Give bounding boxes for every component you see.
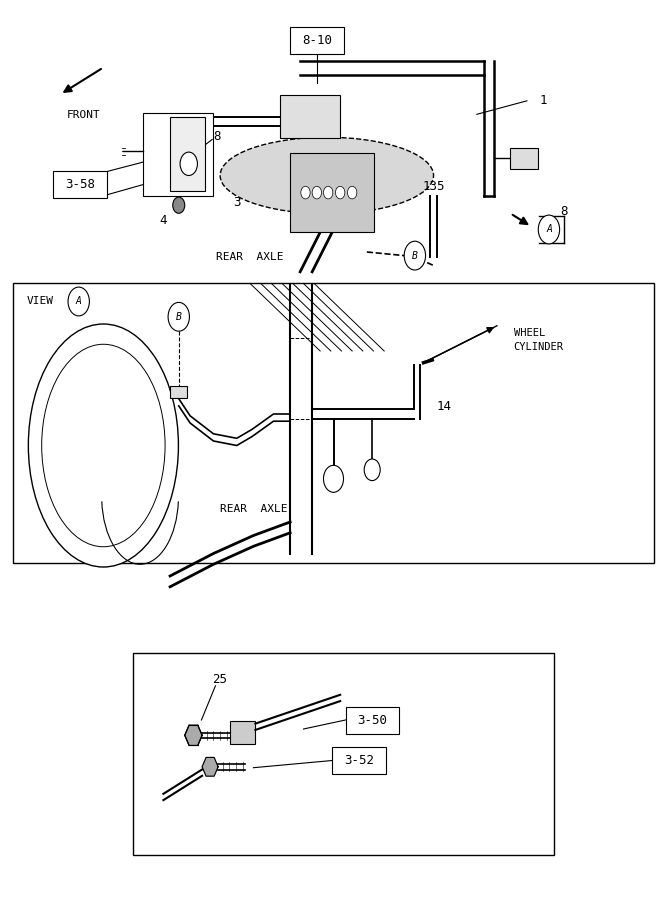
Text: 14: 14 <box>436 400 451 413</box>
Text: WHEEL
CYLINDER: WHEEL CYLINDER <box>514 328 564 352</box>
Circle shape <box>312 186 321 199</box>
Text: REAR  AXLE: REAR AXLE <box>219 503 287 514</box>
FancyBboxPatch shape <box>332 747 386 774</box>
Circle shape <box>348 186 357 199</box>
Text: 3-52: 3-52 <box>344 754 374 767</box>
Bar <box>230 721 255 744</box>
Text: 1: 1 <box>540 94 548 107</box>
Text: 3-50: 3-50 <box>358 714 387 726</box>
Circle shape <box>364 459 380 481</box>
Bar <box>290 153 374 232</box>
Text: 4: 4 <box>159 214 167 227</box>
Circle shape <box>173 197 185 213</box>
Ellipse shape <box>41 344 165 546</box>
Text: 3-58: 3-58 <box>65 178 95 191</box>
Text: A: A <box>546 224 552 235</box>
FancyBboxPatch shape <box>346 706 399 733</box>
Bar <box>170 117 205 191</box>
Text: 135: 135 <box>516 158 538 170</box>
Bar <box>13 284 654 562</box>
Text: FRONT: FRONT <box>67 110 101 120</box>
Polygon shape <box>202 758 218 776</box>
Text: 3: 3 <box>233 196 241 209</box>
Text: REAR  AXLE: REAR AXLE <box>216 251 284 262</box>
Ellipse shape <box>28 324 179 567</box>
Circle shape <box>301 186 310 199</box>
Circle shape <box>404 241 426 270</box>
Text: A: A <box>76 296 81 307</box>
Circle shape <box>168 302 189 331</box>
Text: 8: 8 <box>560 205 568 218</box>
Bar <box>280 94 340 138</box>
Circle shape <box>180 152 197 176</box>
Text: VIEW: VIEW <box>27 296 53 307</box>
Circle shape <box>538 215 560 244</box>
Text: B: B <box>412 250 418 261</box>
Text: 25: 25 <box>213 673 227 686</box>
Polygon shape <box>185 725 202 745</box>
Circle shape <box>68 287 89 316</box>
Bar <box>133 652 554 855</box>
Bar <box>170 386 187 398</box>
Ellipse shape <box>220 137 434 214</box>
Text: 8: 8 <box>213 130 221 143</box>
Text: 135: 135 <box>422 180 445 193</box>
FancyBboxPatch shape <box>53 171 107 198</box>
Circle shape <box>336 186 345 199</box>
Text: 8-10: 8-10 <box>302 34 331 47</box>
Bar <box>510 148 538 169</box>
Circle shape <box>323 465 344 492</box>
Text: B: B <box>176 311 181 322</box>
FancyBboxPatch shape <box>290 27 344 54</box>
Bar <box>143 113 213 196</box>
Circle shape <box>323 186 333 199</box>
